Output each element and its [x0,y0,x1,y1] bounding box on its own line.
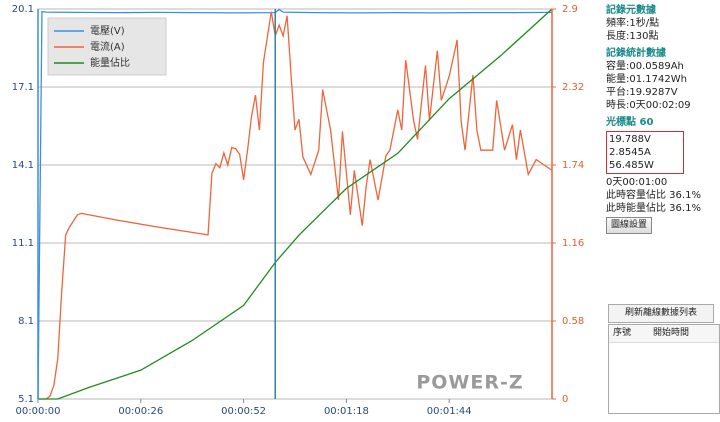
info: 2.8545A [609,147,651,158]
y2-tick-label: 2.9 [562,4,578,15]
watermark: POWER-Z [416,372,523,394]
y2-tick-label: 1.74 [562,160,584,171]
section-title: 光標點 60 [606,116,720,129]
y-tick-label: 5.1 [18,394,34,405]
legend-label: 電流(A) [90,40,125,53]
column-header[interactable]: 開始時間 [653,328,690,338]
chart: 5.1 8.1 11.1 14.1 17.1 20.1 0 0.58 1.16 1.74 2.32 2… [12,4,585,417]
column-header[interactable]: 序號 [613,328,632,338]
y-tick-label: 14.1 [12,160,34,171]
legend [47,17,167,76]
cursor-values: 19.788V 2.8545A 56.485W [606,131,684,174]
x-tick-label: 00:00:26 [118,406,163,417]
record-table: 序號 開始時間 [608,324,720,414]
y-tick-label: 8.1 [18,316,34,327]
x-tick-label: 00:01:44 [427,406,472,417]
cursor-index: 60 [639,117,654,128]
info: 19.788V [609,134,651,145]
y-tick-label: 20.1 [12,4,34,15]
info: 頻率:1秒/點 [606,18,660,29]
y2-tick-label: 0.58 [562,316,584,327]
section-title: 記錄元數據 [606,5,656,16]
series-line [38,11,553,400]
legend-label: 能量佔比 [90,56,130,69]
x-tick-label: 00:00:00 [16,406,61,417]
info: 能量:01.1742Wh [606,74,687,85]
info: 此時能量佔比 36.1% [606,203,701,214]
section-title: 記錄統計數據 [606,48,666,59]
table-header: 序號 開始時間 [609,325,719,343]
legend-label: 電壓(V) [90,25,125,37]
refresh-button[interactable]: 刷新離線數據列表 [608,304,714,323]
info: 此時容量佔比 36.1% [606,190,701,201]
series-line [37,8,553,400]
cursor-title: 光標點 [606,117,636,128]
y-tick-label: 17.1 [12,82,34,93]
info: 容量:00.0589Ah [606,61,684,72]
info: 0天00:01:00 [606,177,668,188]
y2-tick-label: 2.32 [562,82,584,93]
x-tick-label: 00:01:18 [324,406,369,417]
info: 長度:130點 [606,31,659,42]
settings-button[interactable]: 圖線設置 [606,217,653,234]
y2-tick-label: 1.16 [562,238,584,249]
sidebar: 記錄元數據 頻率:1秒/點 長度:130點 記錄統計數據 容量:00.0589A… [606,0,720,422]
y-tick-label: 11.1 [12,238,34,249]
y2-tick-label: 0 [562,394,568,405]
info: 平台:19.9287V [606,87,678,98]
info: 時長:0天00:02:09 [606,100,691,111]
x-tick-label: 00:00:52 [221,406,266,417]
info: 56.485W [609,160,654,171]
